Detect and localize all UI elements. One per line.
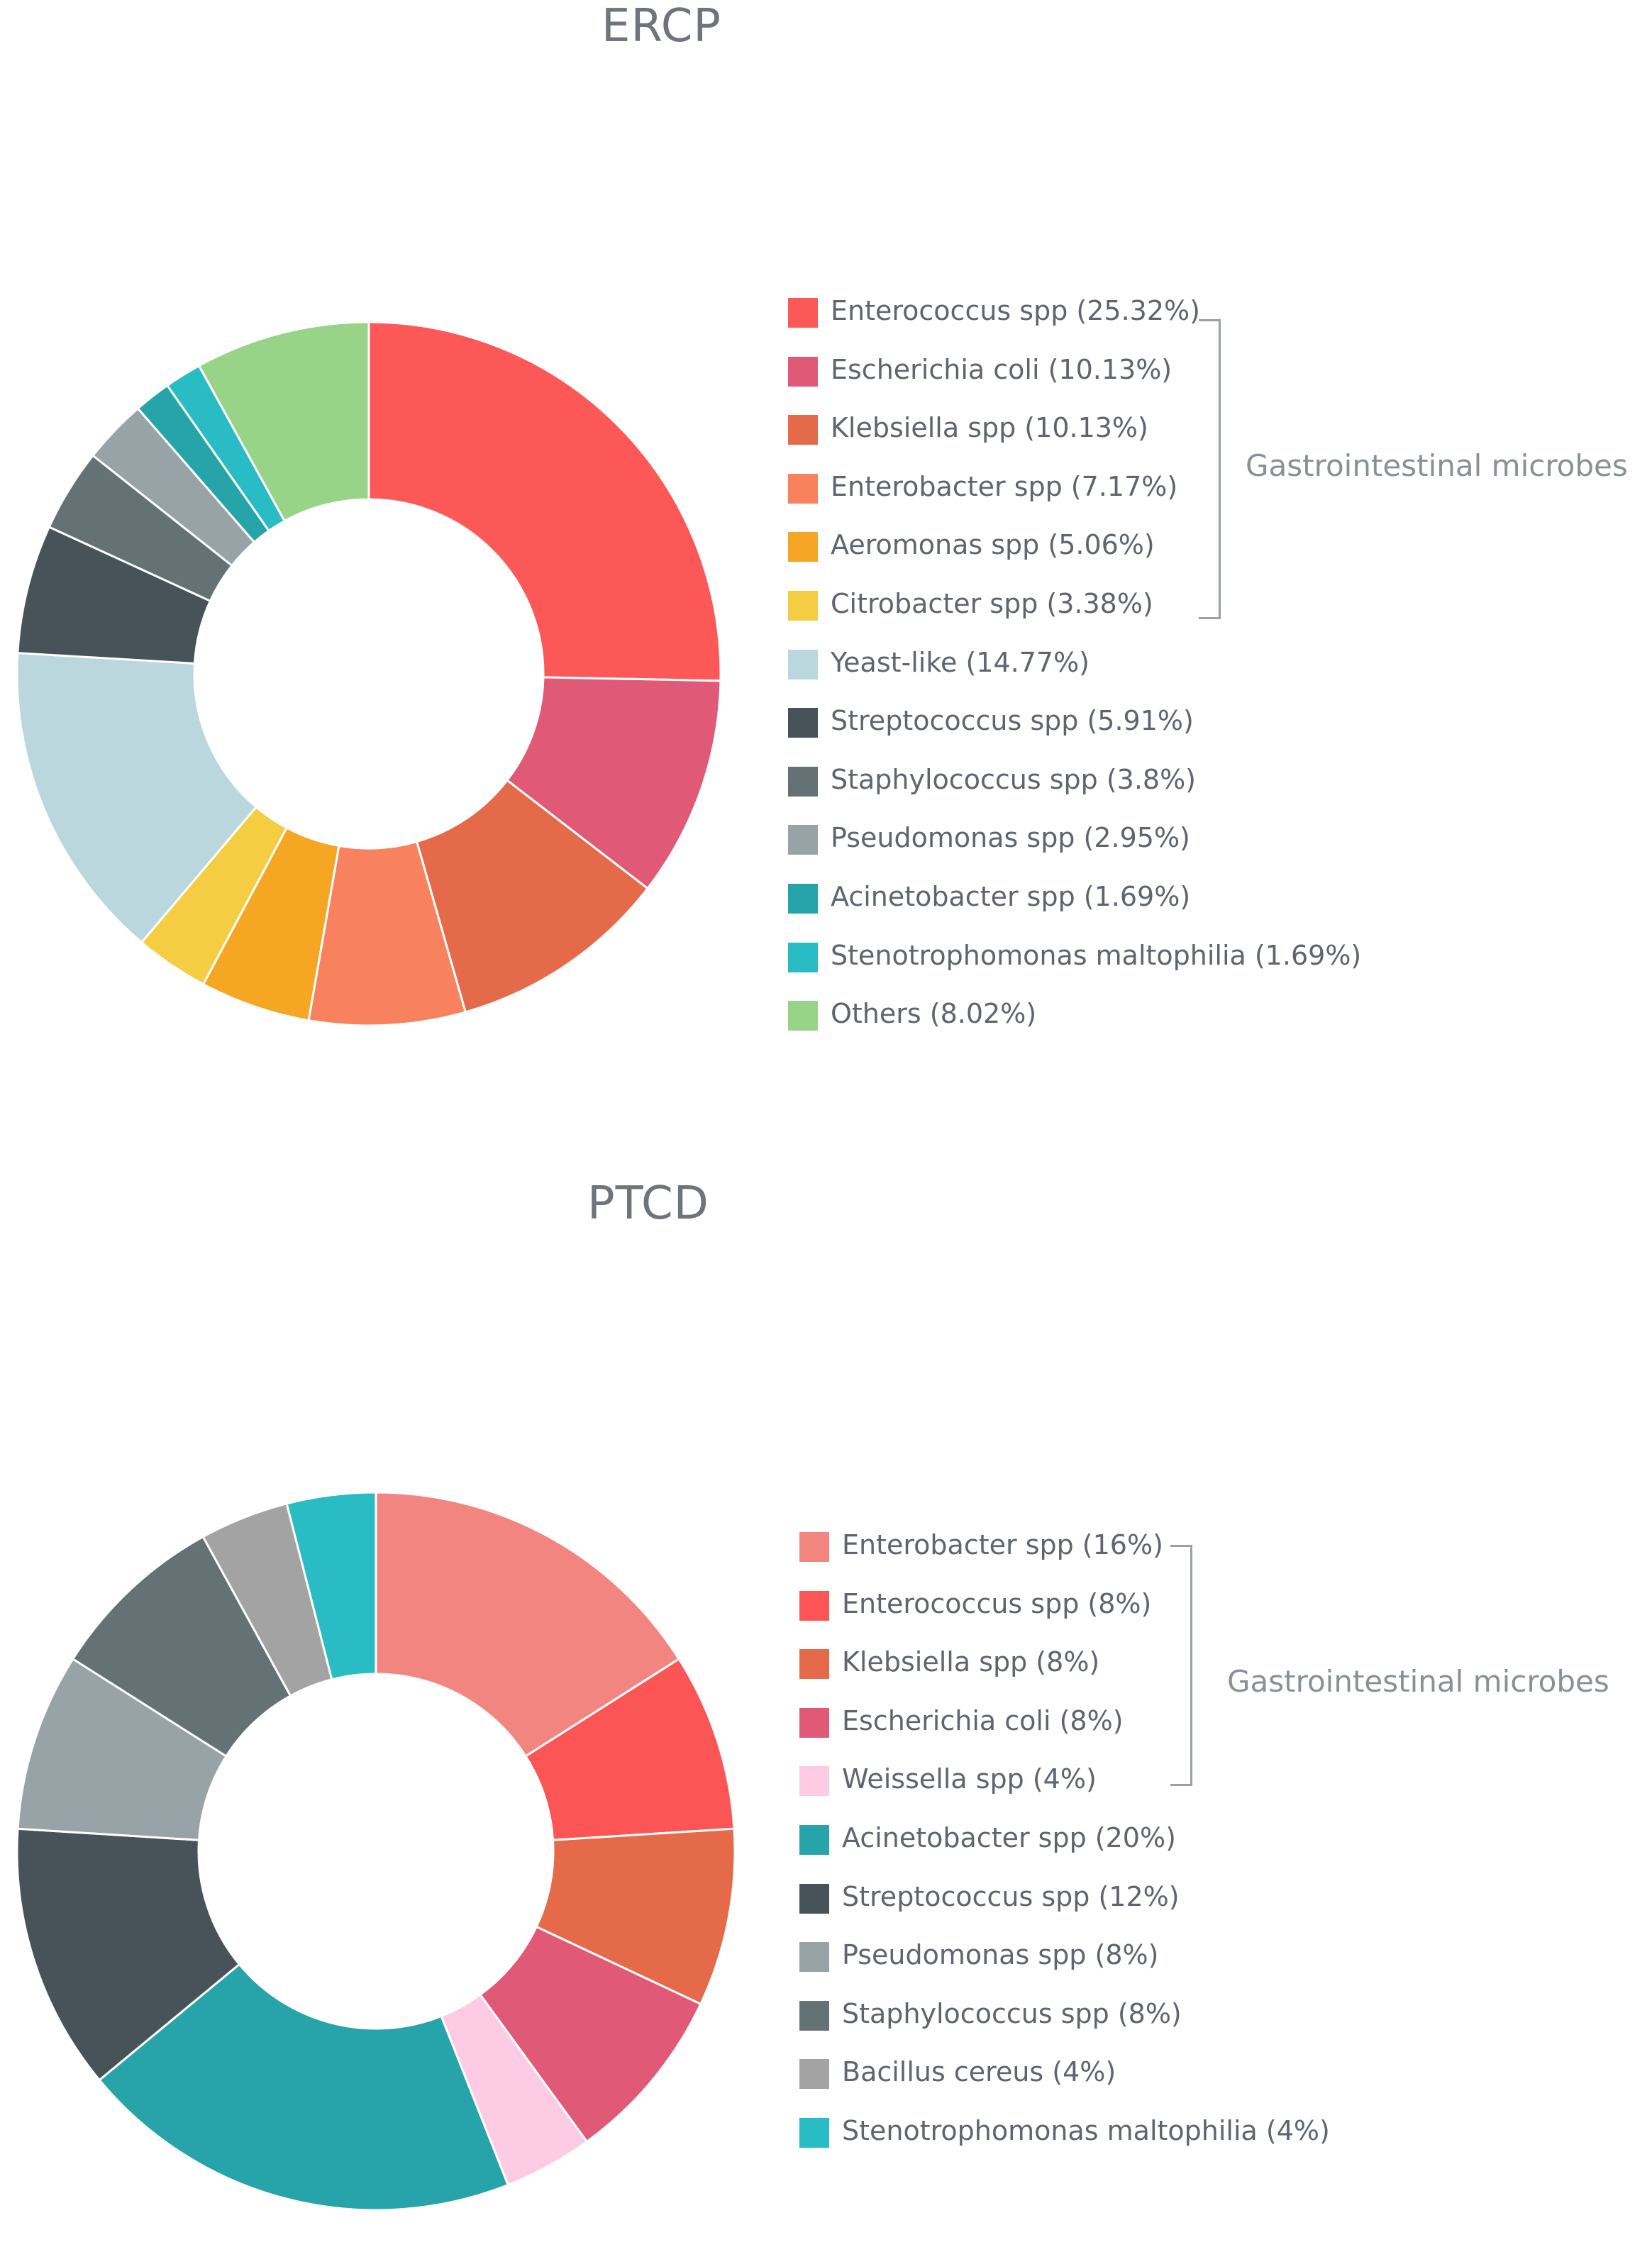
ercp-legend-label: Klebsiella spp (10.13%) <box>831 412 1148 444</box>
ercp-slice-yeast-like <box>16 651 258 944</box>
ptcd-legend-label: Streptococcus spp (12%) <box>842 1880 1180 1912</box>
ercp-slice-others <box>197 321 370 523</box>
ptcd-slice-acinetobacter-spp <box>98 1963 510 2212</box>
ercp-legend-label: Others (8.02%) <box>831 998 1037 1030</box>
ptcd-legend-swatch <box>799 1532 829 1562</box>
ercp-donut-chart <box>16 321 722 1027</box>
ptcd-legend-label: Staphylococcus spp (8%) <box>842 1997 1182 2029</box>
ptcd-legend-label: Enterobacter spp (16%) <box>842 1529 1163 1560</box>
ercp-legend-label: Stenotrophomonas maltophilia (1.69%) <box>831 939 1362 971</box>
ercp-legend-swatch <box>788 649 818 680</box>
ercp-legend-label: Streptococcus spp (5.91%) <box>831 705 1194 737</box>
ercp-legend-swatch <box>788 591 818 621</box>
ercp-legend-label: Acinetobacter spp (1.69%) <box>831 881 1191 912</box>
ptcd-legend-swatch <box>799 1707 829 1738</box>
ptcd-slice-stenotrophomonas-maltophilia <box>285 1491 377 1681</box>
ptcd-slice-streptococcus-spp <box>16 1827 241 2082</box>
ptcd-legend-swatch <box>799 2059 829 2090</box>
ptcd-legend-swatch <box>799 2118 829 2148</box>
ercp-legend-label: Aeromonas spp (5.06%) <box>831 529 1155 561</box>
ercp-legend-swatch <box>788 415 818 445</box>
ptcd-chart-title: PTCD <box>587 1177 709 1230</box>
ptcd-legend-label: Escherichia coli (8%) <box>842 1704 1124 1736</box>
ptcd-legend-swatch <box>799 1649 829 1680</box>
ptcd-legend-label: Acinetobacter spp (20%) <box>842 1822 1176 1853</box>
ptcd-legend-swatch <box>799 1825 829 1855</box>
ptcd-legend-swatch <box>799 1590 829 1621</box>
ercp-chart-title: ERCP <box>602 0 721 52</box>
ercp-legend-label: Staphylococcus spp (3.8%) <box>831 763 1197 795</box>
ptcd-gastrointestinal-bracket <box>1170 1545 1192 1786</box>
ercp-legend-label: Pseudomonas spp (2.95%) <box>831 822 1190 854</box>
ptcd-legend-label: Pseudomonas spp (8%) <box>842 1939 1159 1971</box>
ptcd-legend-label: Bacillus cereus (4%) <box>842 2056 1116 2088</box>
ptcd-legend-swatch <box>799 1766 829 1797</box>
ercp-legend-label: Enterococcus spp (25.32%) <box>831 295 1200 326</box>
ercp-legend-label: Escherichia coli (10.13%) <box>831 353 1173 385</box>
ercp-legend-swatch <box>788 766 818 797</box>
ercp-legend-label: Yeast-like (14.77%) <box>831 646 1090 678</box>
ptcd-legend-swatch <box>799 1942 829 1973</box>
ercp-legend-label: Enterobacter spp (7.17%) <box>831 470 1178 502</box>
ercp-slice-enterococcus-spp <box>367 321 722 682</box>
ptcd-legend-label: Enterococcus spp (8%) <box>842 1587 1152 1619</box>
ercp-legend-label: Citrobacter spp (3.38%) <box>831 588 1153 619</box>
ptcd-legend-swatch <box>799 1883 829 1914</box>
ptcd-legend-label: Klebsiella spp (8%) <box>842 1646 1100 1678</box>
ercp-legend-swatch <box>788 1001 818 1031</box>
ercp-legend-swatch <box>788 473 818 504</box>
ercp-slice-klebsiella-spp <box>415 778 650 1014</box>
ptcd-legend-label: Stenotrophomonas maltophilia (4%) <box>842 2115 1330 2146</box>
ptcd-gastrointestinal-label: Gastrointestinal microbes <box>1227 1664 1609 1699</box>
ptcd-donut-chart <box>16 1491 736 2212</box>
ptcd-legend-swatch <box>799 2000 829 2031</box>
ptcd-legend-label: Weissella spp (4%) <box>842 1763 1097 1795</box>
ercp-legend-swatch <box>788 532 818 562</box>
ercp-legend-swatch <box>788 298 818 328</box>
ercp-slice-escherichia-coli <box>505 676 722 890</box>
ercp-legend-swatch <box>788 356 818 387</box>
ercp-legend-swatch <box>788 708 818 738</box>
ptcd-slice-enterobacter-spp <box>375 1491 681 1758</box>
ercp-legend-swatch <box>788 825 818 855</box>
ercp-gastrointestinal-bracket <box>1199 319 1221 619</box>
ercp-gastrointestinal-label: Gastrointestinal microbes <box>1246 448 1628 483</box>
ercp-legend-swatch <box>788 942 818 972</box>
ercp-legend-swatch <box>788 884 818 914</box>
